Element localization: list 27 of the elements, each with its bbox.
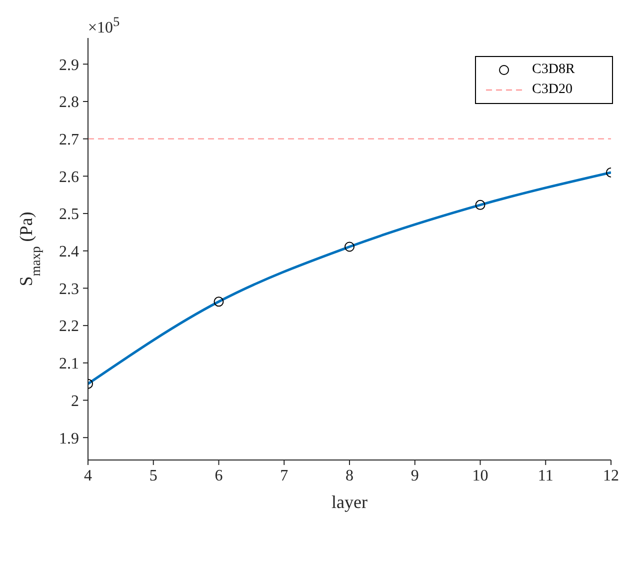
x-tick-label: 4 <box>84 467 92 484</box>
y-tick-label: 2.9 <box>59 56 79 74</box>
y-tick-label: 2 <box>71 392 79 410</box>
point <box>475 200 486 210</box>
x-tick-label: 11 <box>538 467 554 484</box>
x-tick-label: 7 <box>280 467 288 484</box>
y-tick-label: 1.9 <box>59 430 79 448</box>
y-tick-label: 2.2 <box>59 318 79 336</box>
x-tick-label: 5 <box>149 467 158 484</box>
y-tick-label: 2.8 <box>59 94 79 112</box>
y-tick-label: 2.4 <box>59 244 79 261</box>
y-tick-label: 2.6 <box>59 168 79 186</box>
x-tick-label: 6 <box>214 467 223 484</box>
legend-label: C3D20 <box>532 82 572 98</box>
legend-label: C3D8R <box>532 62 575 78</box>
text: ×10$^{5}$ <box>88 14 120 38</box>
x-tick-label: 12 <box>603 467 619 484</box>
point <box>344 242 354 252</box>
point <box>214 296 224 307</box>
y-tick-label: 2.5 <box>59 206 79 224</box>
y-tick-label: 2.7 <box>59 132 79 149</box>
y-tick-label: 2.1 <box>59 356 79 373</box>
x-tick-label: 8 <box>346 467 354 484</box>
x-tick-label: 10 <box>472 467 488 484</box>
x-axis-title: layer <box>332 492 368 512</box>
x-tick-label: 9 <box>410 467 419 484</box>
y-tick-label: 2.3 <box>59 280 79 298</box>
